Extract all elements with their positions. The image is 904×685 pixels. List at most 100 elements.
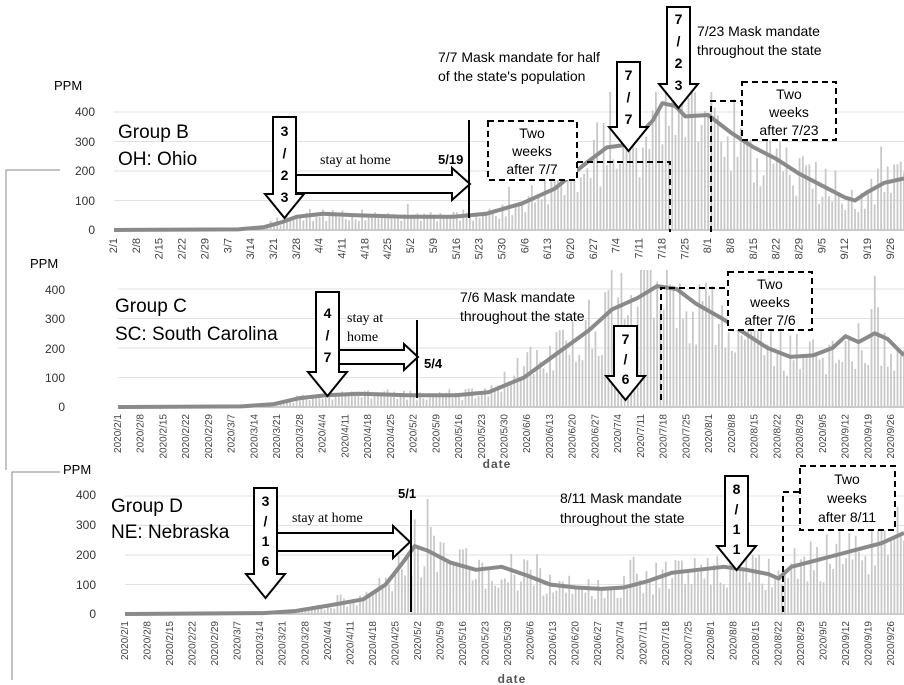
bar (573, 149, 576, 230)
bar (671, 578, 674, 614)
bar (545, 372, 548, 407)
bar (704, 282, 707, 407)
bar (831, 340, 834, 407)
x-tick-label: 3/21 (268, 238, 280, 259)
bar (615, 168, 618, 230)
bar (838, 531, 841, 614)
event-arrow-7-23: 7 / 2 3 (656, 6, 701, 110)
bar (890, 193, 892, 230)
svg-text:7: 7 (622, 331, 630, 347)
bar (370, 398, 373, 407)
bar (312, 221, 315, 230)
bar (874, 565, 876, 614)
bar (331, 209, 334, 230)
y-tick-400: 400 (75, 105, 95, 119)
bar (359, 595, 361, 614)
bar (662, 309, 665, 407)
bar (740, 335, 743, 407)
bar (682, 318, 685, 407)
bar (419, 220, 422, 230)
bar (808, 341, 811, 407)
bar (675, 328, 678, 407)
bar (442, 542, 445, 614)
bar (282, 403, 285, 407)
bar (455, 212, 458, 230)
bar (850, 189, 853, 230)
x-tick-label: 9/19 (862, 238, 874, 259)
bar (322, 209, 324, 230)
bar (337, 394, 340, 407)
bar (438, 392, 441, 407)
bar (829, 563, 831, 614)
x-tick-label: 2020/7/25 (681, 414, 692, 459)
bar (407, 552, 410, 614)
bar (419, 392, 421, 407)
bar (619, 597, 622, 614)
end-marker-label: 5/1 (398, 486, 416, 501)
bar (890, 353, 892, 407)
bar (344, 393, 347, 407)
bar (571, 593, 574, 614)
bar (681, 560, 683, 614)
x-tick-label: 5/2 (405, 238, 417, 253)
bar (668, 589, 670, 614)
bar (454, 392, 457, 407)
bar (831, 201, 834, 230)
x-tick-label: 4/4 (314, 238, 326, 253)
bar (649, 270, 652, 407)
bar (687, 572, 690, 614)
bar (801, 156, 804, 230)
bar (468, 213, 471, 230)
bar (707, 116, 710, 230)
bar (789, 335, 792, 407)
bar (562, 329, 564, 407)
bar (861, 560, 864, 614)
stay-at-home-arrow: stay at home (276, 511, 412, 561)
x-tick-label: 2020/6/27 (590, 414, 601, 459)
bar (759, 186, 762, 230)
bar (792, 185, 794, 230)
bar (655, 562, 658, 614)
x-tick-label: 2020/5/16 (458, 621, 469, 666)
bar (599, 186, 602, 230)
bar (390, 216, 393, 230)
bar (490, 385, 493, 407)
bar (805, 355, 808, 407)
stay-at-home-label: stay at home (292, 511, 363, 526)
bar (851, 361, 853, 407)
bar (726, 587, 728, 614)
bar (495, 216, 497, 230)
svg-text:7: 7 (675, 11, 683, 27)
bar (484, 588, 487, 614)
bar (597, 355, 600, 407)
bar (480, 393, 483, 407)
bar (333, 608, 336, 614)
bar (362, 600, 365, 614)
bar (383, 391, 386, 407)
bar (404, 575, 406, 614)
bar (821, 196, 824, 230)
bar (471, 580, 474, 614)
bar (323, 609, 326, 614)
x-tick-label: 3/7 (222, 238, 234, 253)
bar (391, 591, 394, 614)
x-tick-label: 2020/7/11 (638, 621, 649, 665)
bar (867, 574, 870, 614)
x-tick-label: 7/11 (634, 238, 646, 259)
bar (674, 559, 677, 614)
bar (822, 582, 825, 614)
bar (341, 210, 344, 230)
x-tick-label: 2020/3/7 (227, 414, 238, 453)
bar (363, 391, 366, 407)
bar (594, 599, 596, 614)
bar (589, 177, 592, 230)
bar (335, 214, 337, 230)
x-tick-label: 2020/3/28 (295, 414, 306, 459)
bar (389, 396, 392, 407)
bar (315, 398, 318, 407)
bar (534, 202, 537, 230)
bar (603, 598, 606, 614)
bar (308, 209, 311, 230)
x-tick-label: 2020/6/13 (545, 414, 556, 459)
